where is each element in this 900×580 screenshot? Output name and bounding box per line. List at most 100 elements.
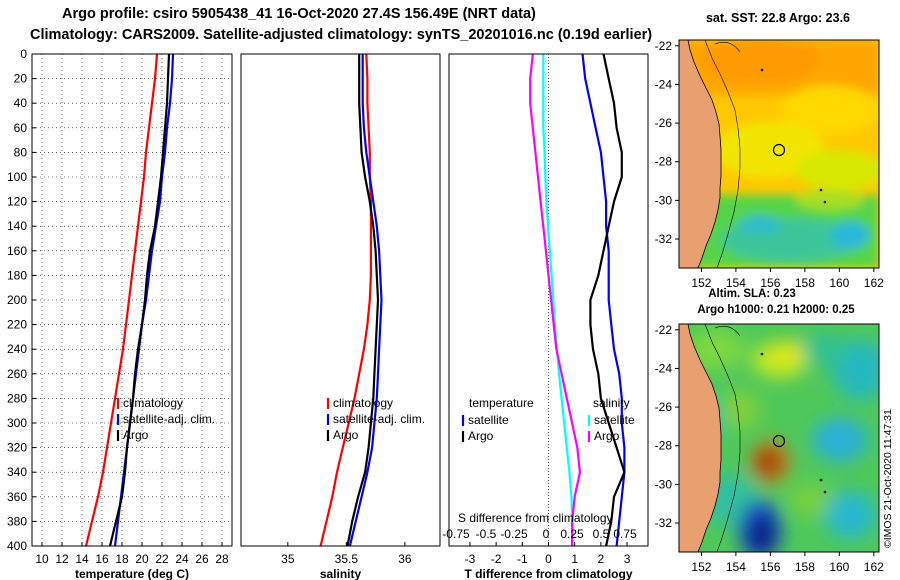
difference-line-s-satellite	[542, 54, 574, 546]
x-tick-label: 2	[598, 552, 605, 566]
map-x-tick-label: 156	[760, 276, 780, 290]
difference-line-t-argo	[589, 53, 626, 547]
x-tick-label: 35.5	[335, 552, 359, 566]
map-x-tick-label: 152	[691, 560, 711, 574]
y-tick-label: 120	[7, 195, 27, 209]
map-x-tick-label: 158	[795, 560, 815, 574]
map-x-tick-label: 162	[864, 560, 884, 574]
temperature-line-argo	[108, 53, 171, 547]
map-y-tick-label: -22	[655, 39, 673, 53]
sst-frame	[678, 39, 880, 269]
x-tick-label: 20	[135, 552, 149, 566]
y-tick-label: 200	[7, 293, 27, 307]
sst-float-marker	[772, 143, 786, 157]
x-tick-label: 14	[75, 552, 89, 566]
difference-frame	[448, 53, 649, 547]
x-tick-label: -3	[465, 552, 476, 566]
y-tick-label: 400	[7, 539, 27, 553]
secondary-x-tick-label: 0.5	[593, 527, 610, 541]
salinity-line-argo	[346, 54, 380, 547]
secondary-x-tick-label: 0.25	[560, 527, 584, 541]
y-tick-label: 180	[7, 268, 27, 282]
secondary-x-tick-label: -0.25	[500, 527, 528, 541]
map-y-tick-label: -32	[655, 516, 673, 530]
imos-stamp: ©IMOS 21-Oct-2020 11:47:31	[882, 409, 894, 548]
sla-map: 152 154 156 158 160 162 -22 -24 -26 -28 -30 -32 Alt…	[655, 288, 885, 574]
sst-map: 152 154 156 158 160 162 -22 -24 -26 -28 -30 -32 sat…	[655, 11, 885, 290]
x-tick-label: 35	[281, 552, 295, 566]
map-x-tick-label: 154	[726, 276, 746, 290]
legend-label: Argo	[333, 428, 359, 442]
secondary-xlabel: S difference from climatology	[458, 511, 613, 525]
title-line-2: Climatology: CARS2009. Satellite-adjuste…	[30, 27, 653, 43]
legend-heading-salinity: salinity	[593, 396, 630, 410]
legend-heading-temperature: temperature	[469, 396, 534, 410]
difference-xlabel: T difference from climatology	[464, 567, 632, 580]
salinity-panel: 35 35.5 36 salinity climatology satellite-adj…	[240, 53, 441, 580]
legend-label: Argo	[594, 429, 620, 443]
sla-float-marker	[772, 434, 786, 448]
sla-map-title: Altim. SLA: 0.23	[708, 288, 796, 300]
x-tick-label: -1	[517, 552, 528, 566]
salinity-xlabel: salinity	[320, 567, 362, 580]
legend-label: satellite-adj. clim.	[123, 412, 215, 426]
title-line-1: Argo profile: csiro 5905438_41 16-Oct-20…	[62, 6, 536, 22]
map-y-tick-label: -24	[655, 361, 673, 375]
temperature-xlabel: temperature (deg C)	[75, 567, 189, 580]
map-x-tick-label: 152	[691, 276, 711, 290]
secondary-x-tick-label: 0.75	[613, 527, 637, 541]
legend-label: satellite	[594, 413, 635, 427]
x-tick-label: 24	[175, 552, 189, 566]
x-tick-label: 36	[398, 552, 412, 566]
sla-field	[685, 330, 879, 552]
y-tick-label: 160	[7, 244, 27, 258]
difference-line-t-satellite	[581, 53, 626, 547]
map-x-tick-label: 160	[829, 560, 849, 574]
y-tick-label: 380	[7, 514, 27, 528]
y-tick-label: 360	[7, 490, 27, 504]
secondary-x-tick-label: -0.5	[476, 527, 497, 541]
map-x-tick-label: 158	[795, 276, 815, 290]
y-tick-label: 280	[7, 391, 27, 405]
y-tick-label: 300	[7, 416, 27, 430]
sst-shelf-contour	[704, 40, 741, 268]
secondary-x-tick-label: -0.75	[442, 527, 470, 541]
difference-panel: -3 -2 -1 0 1 2 3T difference from climatology t…	[442, 53, 649, 580]
legend-label: Argo	[468, 429, 494, 443]
sla-land	[679, 324, 722, 552]
x-tick-label: 0	[545, 552, 552, 566]
x-tick-label: 26	[195, 552, 209, 566]
sst-map-title: sat. SST: 22.8 Argo: 23.6	[706, 11, 850, 25]
map-y-tick-label: -28	[655, 155, 673, 169]
temperature-frame	[31, 53, 233, 547]
temperature-line-climatology	[84, 53, 159, 547]
legend-label: climatology	[333, 396, 393, 410]
map-y-tick-label: -28	[655, 439, 673, 453]
map-x-tick-label: 162	[864, 276, 884, 290]
x-tick-label: -2	[491, 552, 502, 566]
sst-land	[679, 40, 722, 268]
x-tick-label: 16	[95, 552, 109, 566]
x-tick-label: 12	[55, 552, 69, 566]
y-tick-label: 80	[14, 145, 28, 159]
y-tick-label: 320	[7, 441, 27, 455]
x-tick-label: 1	[571, 552, 578, 566]
sla-map-subtitle: Argo h1000: 0.21 h2000: 0.25	[697, 304, 855, 316]
sla-shelf-contour	[704, 324, 741, 552]
legend-label: satellite	[468, 413, 509, 427]
x-tick-label: 18	[115, 552, 129, 566]
map-x-tick-label: 160	[829, 276, 849, 290]
difference-line-s-argo	[529, 53, 582, 546]
map-y-tick-label: -30	[655, 477, 673, 491]
temperature-panel: 10 12 14 16 18 20 22 24 26 28 temperature (deg C) 0…	[7, 47, 233, 580]
x-tick-label: 28	[215, 552, 229, 566]
y-tick-label: 100	[7, 170, 27, 184]
y-tick-label: 140	[7, 219, 27, 233]
map-x-tick-label: 154	[726, 560, 746, 574]
y-tick-label: 40	[14, 96, 28, 110]
map-y-tick-label: -26	[655, 116, 673, 130]
y-tick-label: 60	[14, 121, 28, 135]
sla-frame	[678, 323, 880, 553]
y-tick-label: 220	[7, 318, 27, 332]
